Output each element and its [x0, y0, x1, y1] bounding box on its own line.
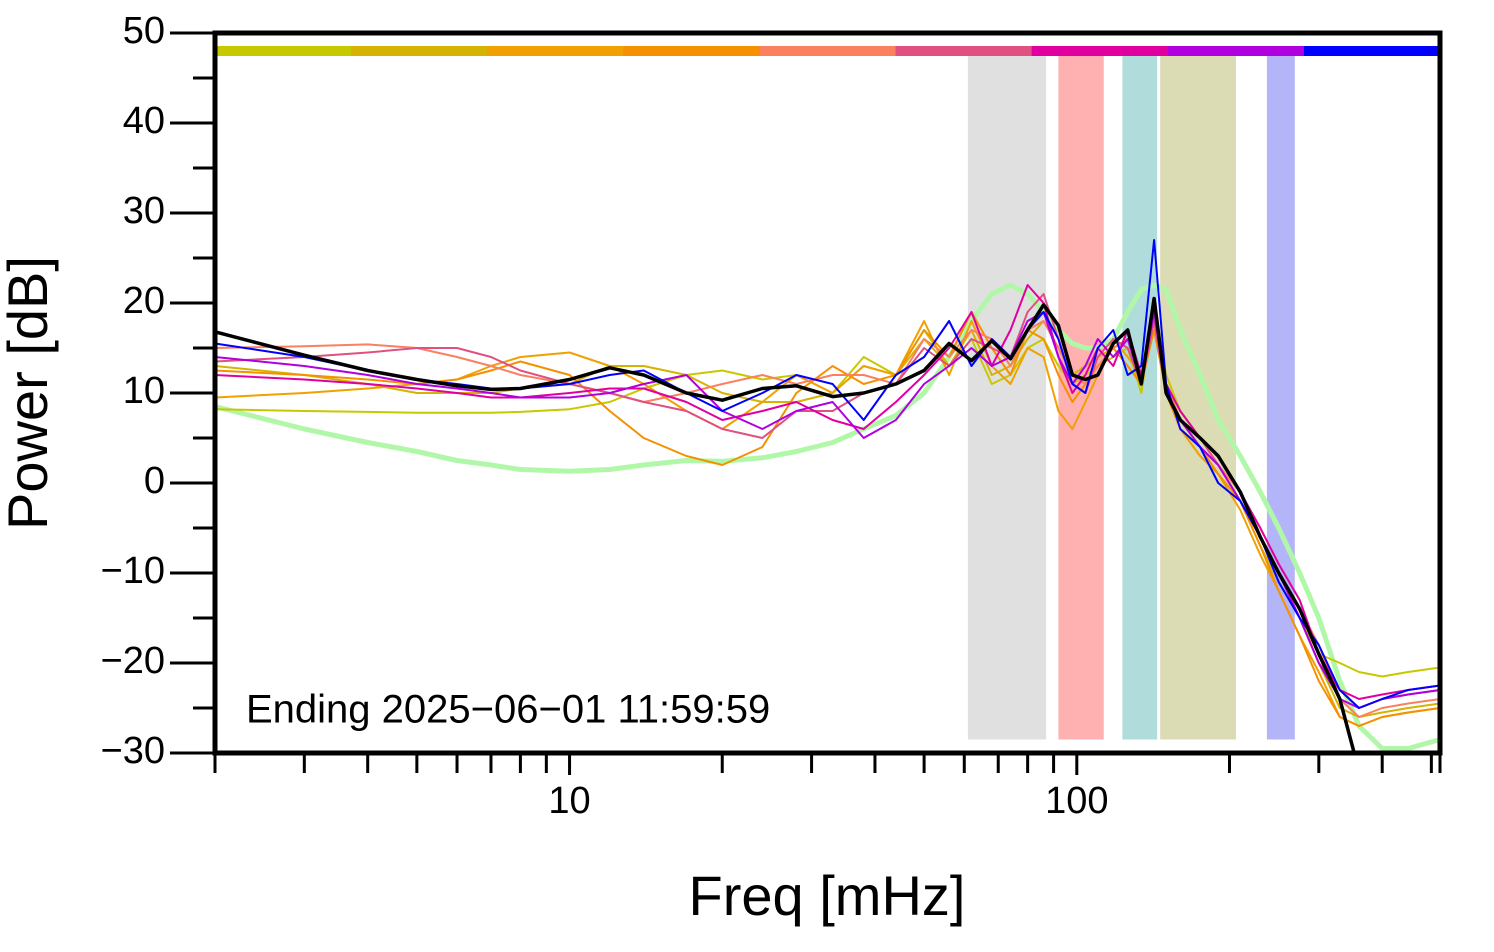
y-tick-label: 20: [123, 280, 165, 322]
y-axis-title: Power [dB]: [0, 256, 59, 530]
bands: [967, 52, 1295, 740]
series-line: [215, 293, 1440, 709]
mean-line: [215, 296, 1357, 753]
series-line: [215, 311, 1440, 678]
y-tick-label: −20: [101, 640, 165, 682]
series-line: [215, 239, 1440, 709]
color-bar-segment: [623, 46, 760, 56]
series-line: [215, 311, 1440, 727]
plot-lines: [215, 239, 1440, 753]
series-line: [215, 284, 1440, 700]
x-axis-title: Freq [mHz]: [689, 864, 966, 927]
y-tick-label: 40: [123, 100, 165, 142]
reference-line: [215, 282, 1440, 751]
y-tick-label: −10: [101, 550, 165, 592]
band: [1122, 52, 1158, 740]
y-tick-label: 10: [123, 370, 165, 412]
color-bar-segment: [1167, 46, 1305, 56]
color-bar-segment: [759, 46, 897, 56]
series-line: [215, 311, 1440, 709]
color-bar-segment: [487, 46, 624, 56]
y-tick-label: 50: [123, 10, 165, 52]
x-tick-label: 10: [548, 780, 590, 822]
band: [1266, 52, 1295, 740]
band: [967, 52, 1047, 740]
color-bar-segment: [1303, 46, 1441, 56]
band: [1058, 52, 1104, 740]
color-bar-segment: [895, 46, 1033, 56]
x-tick-label: 100: [1045, 780, 1108, 822]
y-tick-label: 30: [123, 190, 165, 232]
y-tick-label: −30: [101, 730, 165, 772]
color-bar-segment: [215, 46, 352, 56]
series-line: [215, 302, 1440, 718]
axes: −30 −20 −10 0 10 20 30 40 50 10 100: [101, 10, 1443, 822]
annotation: Ending 2025−06−01 11:59:59: [246, 688, 770, 732]
color-bar-segment: [1031, 46, 1169, 56]
color-bar-segment: [351, 46, 488, 56]
series-line: [215, 320, 1440, 727]
y-tick-label: 0: [144, 460, 165, 502]
plot-frame: [212, 30, 1443, 756]
